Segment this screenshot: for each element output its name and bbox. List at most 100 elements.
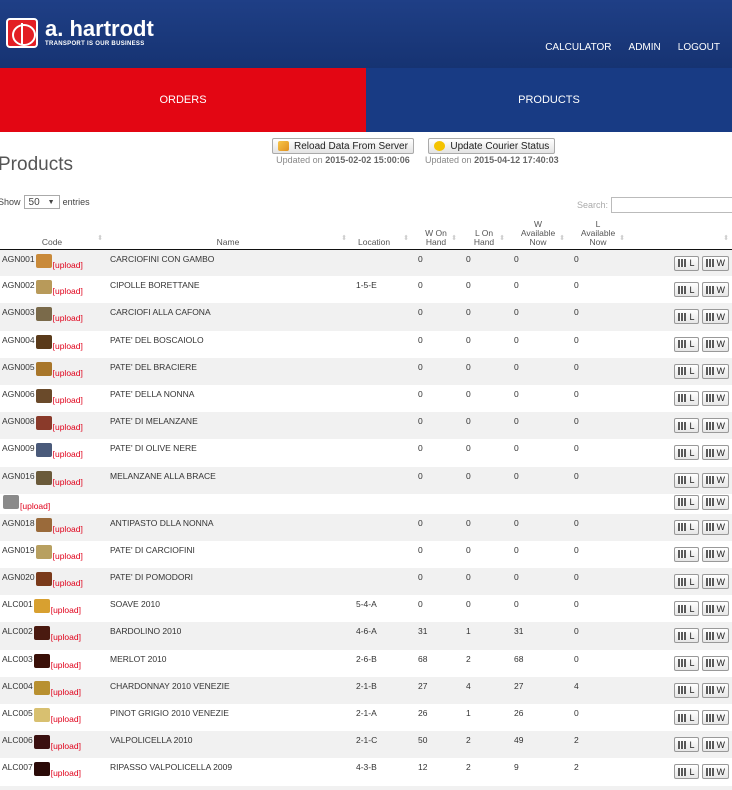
qr-w-button[interactable]: W: [701, 519, 729, 535]
col-header-l-on-hand[interactable]: L On Hand ⬍: [460, 213, 508, 250]
qr-l-button[interactable]: L: [674, 336, 699, 352]
product-thumbnail[interactable]: [35, 517, 52, 532]
nav-calculator[interactable]: CALCULATOR: [545, 42, 612, 53]
qr-l-button[interactable]: L: [674, 682, 699, 698]
product-thumbnail[interactable]: [33, 680, 50, 695]
product-thumbnail[interactable]: [35, 572, 52, 587]
qr-l-button[interactable]: L: [674, 628, 699, 644]
upload-link[interactable]: [upload]: [50, 741, 81, 752]
product-thumbnail[interactable]: [33, 599, 50, 614]
product-thumbnail[interactable]: [35, 544, 52, 559]
upload-link[interactable]: [upload]: [52, 578, 83, 589]
upload-link[interactable]: [upload]: [52, 367, 83, 378]
qr-w-button[interactable]: W: [701, 336, 729, 352]
qr-w-button[interactable]: W: [701, 764, 729, 780]
qr-w-button[interactable]: W: [701, 494, 729, 510]
qr-w-button[interactable]: W: [701, 710, 729, 725]
qr-l-button[interactable]: L: [674, 546, 699, 562]
product-thumbnail[interactable]: [35, 307, 52, 322]
qr-w-button[interactable]: W: [701, 390, 729, 406]
upload-link[interactable]: [upload]: [50, 714, 81, 724]
qr-l-button[interactable]: L: [674, 574, 699, 590]
qr-l-button[interactable]: L: [674, 519, 699, 535]
product-thumbnail[interactable]: [33, 626, 50, 641]
qr-w-button[interactable]: W: [701, 418, 729, 434]
qr-w-button[interactable]: W: [701, 546, 729, 562]
qr-l-button[interactable]: L: [674, 445, 699, 461]
upload-link[interactable]: [upload]: [52, 313, 83, 324]
product-thumbnail[interactable]: [35, 253, 52, 268]
qr-w-button[interactable]: W: [701, 601, 729, 617]
entries-select[interactable]: 50 ▼: [23, 195, 60, 209]
upload-link[interactable]: [upload]: [52, 476, 83, 487]
upload-link[interactable]: [upload]: [50, 659, 81, 670]
qr-w-button[interactable]: W: [701, 628, 729, 644]
qr-l-button[interactable]: L: [674, 737, 699, 753]
col-header-w-on-hand[interactable]: W On Hand ⬍: [412, 213, 460, 250]
product-thumbnail[interactable]: [3, 494, 19, 509]
product-thumbnail[interactable]: [35, 443, 52, 458]
col-header-name[interactable]: Name ⬍: [106, 213, 350, 250]
upload-link[interactable]: [upload]: [50, 768, 81, 779]
product-thumbnail[interactable]: [35, 280, 52, 295]
upload-link[interactable]: [upload]: [52, 259, 83, 270]
qr-w-button[interactable]: W: [701, 737, 729, 753]
upload-link[interactable]: [upload]: [52, 394, 83, 405]
col-header-l-available[interactable]: L Available Now ⬍: [568, 213, 628, 250]
product-thumbnail[interactable]: [35, 361, 52, 376]
nav-admin[interactable]: ADMIN: [628, 42, 661, 53]
qr-w-button[interactable]: W: [701, 363, 729, 379]
qr-l-button[interactable]: L: [674, 472, 699, 488]
qr-w-button[interactable]: W: [701, 574, 729, 590]
qr-w-button[interactable]: W: [701, 282, 729, 298]
qr-l-button[interactable]: L: [674, 309, 699, 325]
qr-l-button[interactable]: L: [674, 710, 699, 725]
col-header-w-available[interactable]: W Available Now ⬍: [508, 213, 568, 250]
qr-l-button[interactable]: L: [674, 601, 699, 617]
qr-w-button[interactable]: W: [701, 445, 729, 461]
product-thumbnail[interactable]: [33, 735, 50, 750]
product-thumbnail[interactable]: [33, 762, 50, 777]
qr-l-button[interactable]: L: [674, 363, 699, 379]
upload-link[interactable]: [upload]: [52, 340, 83, 351]
brand-logo[interactable]: a. hartrodt TRANSPORT IS OUR BUSINESS: [6, 18, 154, 48]
upload-link[interactable]: [upload]: [52, 550, 83, 561]
update-courier-button[interactable]: Update Courier Status: [428, 138, 556, 154]
col-header-code[interactable]: Code ⬍: [0, 213, 106, 250]
cell-code: AGN008 [upload]: [0, 412, 106, 440]
qr-w-label: W: [716, 497, 726, 508]
qr-l-button[interactable]: L: [674, 655, 699, 671]
product-thumbnail[interactable]: [35, 334, 52, 349]
qr-l-button[interactable]: L: [674, 494, 699, 510]
qr-l-button[interactable]: L: [674, 764, 699, 780]
upload-link[interactable]: [upload]: [52, 286, 83, 297]
product-thumbnail[interactable]: [35, 388, 52, 403]
upload-link[interactable]: [upload]: [52, 449, 83, 460]
qr-w-button[interactable]: W: [701, 472, 729, 488]
nav-logout[interactable]: LOGOUT: [677, 42, 720, 53]
upload-link[interactable]: [upload]: [52, 422, 83, 433]
upload-link[interactable]: [upload]: [50, 686, 81, 697]
product-thumbnail[interactable]: [35, 470, 52, 485]
search-input[interactable]: [611, 197, 732, 213]
qr-w-button[interactable]: W: [701, 255, 729, 271]
reload-data-button[interactable]: Reload Data From Server: [272, 138, 414, 154]
product-thumbnail[interactable]: [35, 416, 52, 431]
qr-w-button[interactable]: W: [701, 655, 729, 671]
tab-orders[interactable]: ORDERS: [0, 68, 366, 132]
upload-link[interactable]: [upload]: [20, 500, 51, 511]
qr-l-button[interactable]: L: [674, 282, 699, 298]
upload-link[interactable]: [upload]: [50, 632, 81, 643]
qr-l-button[interactable]: L: [674, 255, 699, 271]
qr-w-button[interactable]: W: [701, 309, 729, 325]
col-header-location[interactable]: Location ⬍: [350, 213, 412, 250]
product-thumbnail[interactable]: [33, 653, 50, 668]
qr-w-button[interactable]: W: [701, 682, 729, 698]
product-thumbnail[interactable]: [33, 708, 50, 722]
qr-l-button[interactable]: L: [674, 390, 699, 406]
upload-link[interactable]: [upload]: [52, 523, 83, 534]
col-header-actions[interactable]: ⬍: [628, 213, 732, 250]
tab-products[interactable]: PRODUCTS: [366, 68, 732, 132]
qr-l-button[interactable]: L: [674, 418, 699, 434]
upload-link[interactable]: [upload]: [50, 605, 81, 616]
